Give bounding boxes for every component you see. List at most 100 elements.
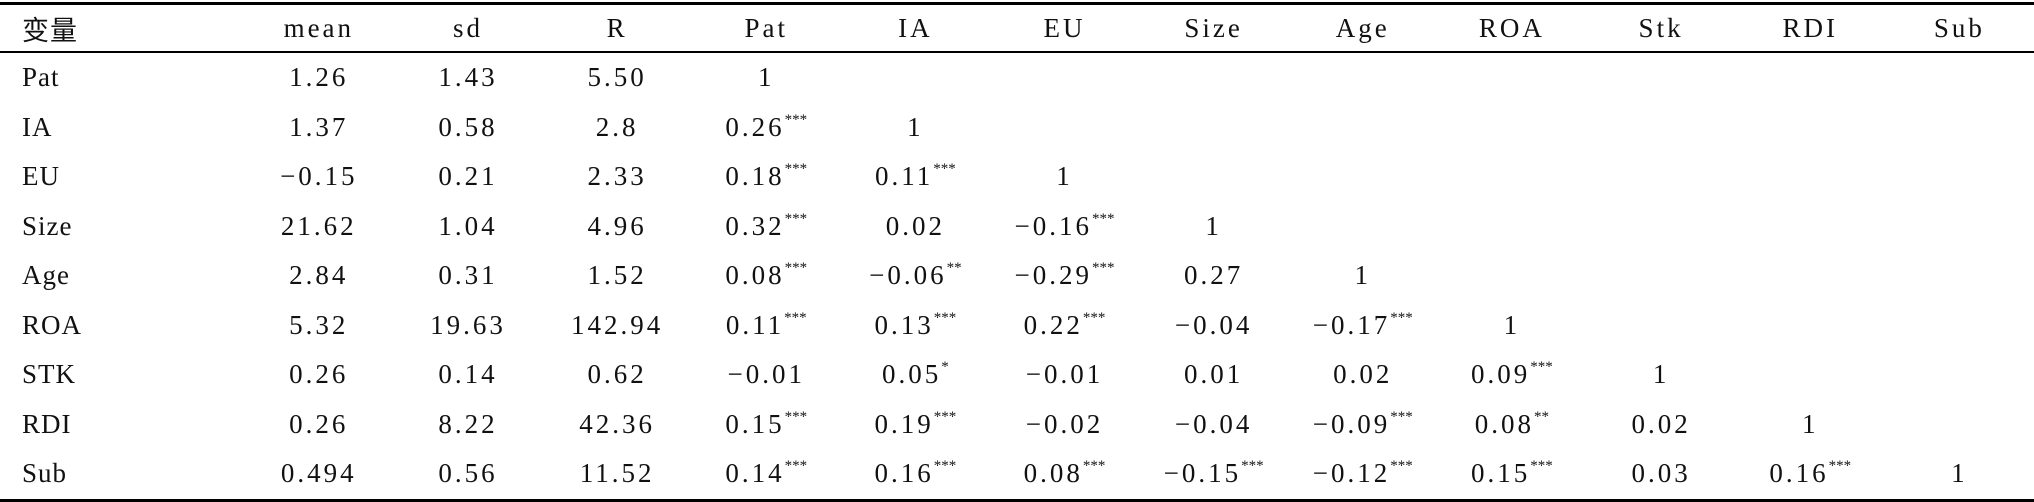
cell: 0.15*** bbox=[1437, 449, 1586, 500]
cell: 0.14 bbox=[438, 359, 498, 390]
cell: 0.62 bbox=[587, 359, 647, 390]
table-row: ROA 5.32 19.63 142.94 0.11*** 0.13*** 0.22*** −… bbox=[0, 301, 2034, 351]
cell-value: −0.16 bbox=[1014, 210, 1092, 241]
cell-value: 0.16 bbox=[874, 458, 934, 489]
significance: *** bbox=[1082, 458, 1106, 475]
cell: −0.01 bbox=[727, 359, 805, 390]
header-cell: Stk bbox=[1638, 12, 1684, 43]
cell: 11.52 bbox=[579, 458, 655, 489]
cell: 2.8 bbox=[595, 111, 639, 142]
significance: *** bbox=[1828, 458, 1852, 475]
significance: *** bbox=[933, 309, 957, 326]
cell: 0.11*** bbox=[841, 152, 990, 202]
cell: 0.18*** bbox=[692, 152, 841, 202]
cell-value: 0.18 bbox=[725, 161, 785, 192]
header-cell: Size bbox=[1184, 12, 1243, 43]
cell: 1 bbox=[1205, 210, 1222, 241]
cell: −0.17*** bbox=[1288, 301, 1437, 351]
cell-value: 0.14 bbox=[725, 458, 785, 489]
cell-value: 0.13 bbox=[874, 309, 934, 340]
header-cell: R bbox=[606, 12, 628, 43]
cell bbox=[1288, 52, 1437, 103]
cell bbox=[1139, 152, 1288, 202]
cell bbox=[1736, 52, 1885, 103]
significance: *** bbox=[784, 458, 808, 475]
cell: 42.36 bbox=[579, 408, 655, 439]
cell-value: 0.22 bbox=[1023, 309, 1083, 340]
cell-value: 0.08 bbox=[1474, 408, 1535, 439]
cell bbox=[1885, 301, 2034, 351]
cell: 0.494 bbox=[280, 458, 357, 489]
row-label: Age bbox=[22, 260, 70, 291]
cell bbox=[1139, 52, 1288, 103]
cell: 0.19*** bbox=[841, 400, 990, 450]
header-cell: Pat bbox=[744, 12, 788, 43]
cell: 0.15*** bbox=[692, 400, 841, 450]
cell bbox=[1587, 152, 1736, 202]
cell-value: −0.12 bbox=[1312, 458, 1391, 489]
cell bbox=[990, 52, 1139, 103]
row-label: STK bbox=[22, 359, 77, 390]
row-label: IA bbox=[22, 111, 53, 142]
cell: 1 bbox=[907, 111, 924, 142]
cell-value: −0.17 bbox=[1312, 309, 1391, 340]
cell-value: 0.09 bbox=[1471, 359, 1531, 390]
significance: *** bbox=[933, 408, 957, 425]
cell: 0.26 bbox=[289, 408, 349, 439]
cell: 1.37 bbox=[289, 111, 349, 142]
row-label: EU bbox=[22, 161, 60, 192]
cell bbox=[1736, 251, 1885, 301]
row-label: Size bbox=[22, 210, 73, 241]
row-label: Sub bbox=[22, 458, 68, 489]
cell bbox=[1288, 103, 1437, 153]
cell bbox=[1885, 251, 2034, 301]
cell: 0.26 bbox=[289, 359, 349, 390]
table-body: Pat 1.26 1.43 5.50 1 IA 1.37 0.58 2.8 0.26*** 1 EU −… bbox=[0, 52, 2034, 500]
cell: −0.29*** bbox=[990, 251, 1139, 301]
header-row: 变量 mean sd R Pat IA EU Size Age ROA Stk RDI Sub bbox=[0, 3, 2034, 52]
cell: 1 bbox=[1056, 161, 1073, 192]
header-cell: mean bbox=[283, 12, 355, 43]
cell bbox=[1437, 103, 1586, 153]
significance: *** bbox=[784, 210, 808, 227]
cell-value: 0.05 bbox=[881, 359, 942, 390]
significance: ** bbox=[1534, 408, 1550, 425]
cell: 0.03 bbox=[1631, 458, 1691, 489]
significance: * bbox=[941, 359, 949, 376]
cell: −0.15*** bbox=[1139, 449, 1288, 500]
cell: −0.04 bbox=[1174, 408, 1253, 439]
cell: 2.33 bbox=[587, 161, 647, 192]
cell bbox=[1736, 301, 1885, 351]
significance: *** bbox=[1390, 309, 1413, 326]
table-row: Pat 1.26 1.43 5.50 1 bbox=[0, 52, 2034, 103]
cell: 8.22 bbox=[438, 408, 498, 439]
cell: 1 bbox=[1652, 359, 1670, 390]
cell bbox=[1736, 152, 1885, 202]
cell: 1.04 bbox=[438, 210, 498, 241]
cell: 19.63 bbox=[430, 309, 506, 340]
header-cell: sd bbox=[452, 12, 483, 43]
cell: 0.02 bbox=[1631, 408, 1691, 439]
table-row: RDI 0.26 8.22 42.36 0.15*** 0.19*** −0.02 −0.04… bbox=[0, 400, 2034, 450]
cell: 2.84 bbox=[289, 260, 349, 291]
cell: 1.26 bbox=[289, 62, 349, 93]
cell-value: 0.11 bbox=[725, 309, 785, 340]
significance: *** bbox=[933, 161, 956, 178]
cell: −0.16*** bbox=[990, 202, 1139, 252]
cell: 0.02 bbox=[885, 210, 945, 241]
cell bbox=[1587, 202, 1736, 252]
cell: 0.01 bbox=[1184, 359, 1244, 390]
cell: 1 bbox=[757, 62, 775, 93]
cell: 0.21 bbox=[438, 161, 498, 192]
cell-value: 0.15 bbox=[725, 408, 785, 439]
cell bbox=[1437, 251, 1586, 301]
cell: 5.50 bbox=[587, 62, 647, 93]
significance: *** bbox=[784, 408, 808, 425]
table-row: Age 2.84 0.31 1.52 0.08*** −0.06** −0.29*** 0.2… bbox=[0, 251, 2034, 301]
cell: 1 bbox=[1801, 408, 1819, 439]
cell-value: 0.26 bbox=[725, 111, 785, 142]
cell: 0.08** bbox=[1437, 400, 1586, 450]
cell-value: −0.09 bbox=[1312, 408, 1391, 439]
cell bbox=[1437, 152, 1586, 202]
cell: 1.43 bbox=[438, 62, 498, 93]
